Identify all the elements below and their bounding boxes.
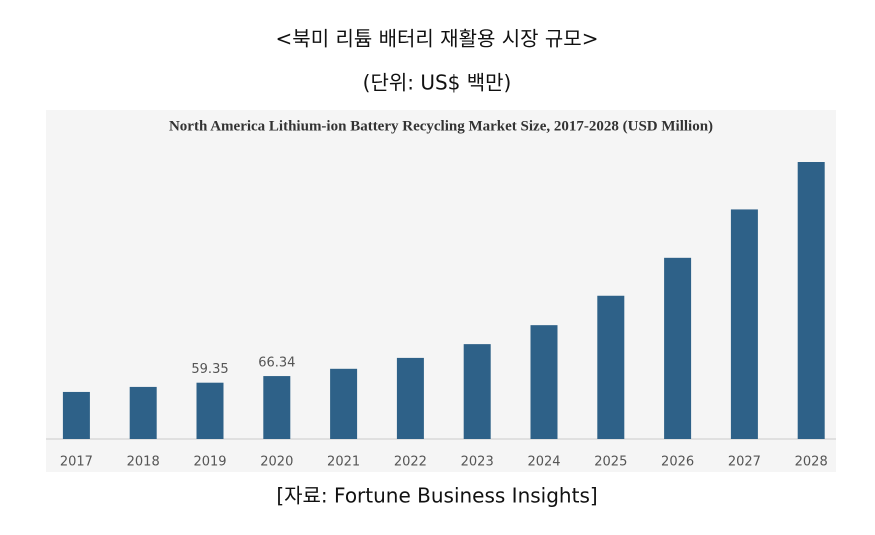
x-tick-label: 2018 xyxy=(127,455,160,470)
bar xyxy=(62,391,90,439)
x-tick-label: 2023 xyxy=(461,455,494,470)
source: [자료: Fortune Business Insights] xyxy=(276,484,597,508)
x-tick-label: 2017 xyxy=(60,455,93,470)
x-tick-label: 2022 xyxy=(394,455,427,470)
x-tick-label: 2020 xyxy=(260,455,293,470)
bar xyxy=(597,295,625,439)
page-title: <북미 리튬 배터리 재활용 시장 규모> xyxy=(276,27,599,51)
bar xyxy=(530,325,558,439)
page-subtitle: (단위: US$ 백만) xyxy=(363,71,512,95)
bar xyxy=(396,357,424,439)
x-tick-label: 2021 xyxy=(327,455,360,470)
x-tick-label: 2024 xyxy=(527,455,560,470)
value-label: 59.35 xyxy=(191,362,228,377)
bar xyxy=(129,386,157,439)
x-tick-label: 2027 xyxy=(728,455,761,470)
x-tick-label: 2026 xyxy=(661,455,694,470)
bar xyxy=(664,257,692,439)
bar xyxy=(330,368,358,439)
value-label: 66.34 xyxy=(258,356,295,371)
x-tick-label: 2019 xyxy=(193,455,226,470)
bar xyxy=(463,344,491,439)
chart-panel xyxy=(46,110,836,472)
bar xyxy=(797,162,825,439)
bar xyxy=(263,376,291,439)
bar xyxy=(196,382,224,439)
x-tick-label: 2028 xyxy=(795,455,828,470)
chart-title: North America Lithium-ion Battery Recycl… xyxy=(169,118,713,134)
x-tick-label: 2025 xyxy=(594,455,627,470)
bar xyxy=(730,209,758,439)
